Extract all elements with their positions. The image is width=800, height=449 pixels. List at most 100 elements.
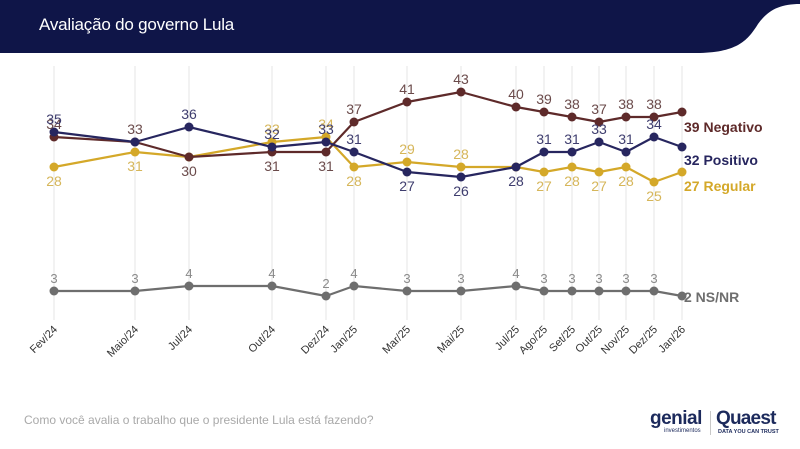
data-label-negativo-dez-25: 38 xyxy=(646,96,662,112)
data-label-negativo-jul-24: 30 xyxy=(181,163,197,179)
data-label-negativo-jul-25: 40 xyxy=(508,86,524,102)
x-tick-label-dez-24: Dez/24 xyxy=(299,324,332,357)
data-label-regular-out-24: 33 xyxy=(264,121,280,137)
data-point-negativo-nov-25 xyxy=(621,112,631,122)
data-point-regular-jan-25 xyxy=(349,162,359,172)
data-label-regular-fev-24: 28 xyxy=(46,173,62,189)
header-background xyxy=(0,0,800,53)
data-label-positivo-fev-24: 35 xyxy=(46,111,62,127)
x-tick-label-mar-25: Mar/25 xyxy=(380,324,413,357)
data-label-ns-nr-out-24: 4 xyxy=(268,266,275,281)
data-point-negativo-dez-25 xyxy=(649,112,659,122)
x-tick-label-ago-25: Ago/25 xyxy=(517,324,550,357)
data-label-positivo-jul-24: 36 xyxy=(181,106,197,122)
series-line-regular xyxy=(53,135,683,184)
x-tick-label-fev-24: Fev/24 xyxy=(28,324,60,356)
data-point-ns-nr-maio-24 xyxy=(130,286,140,296)
data-point-positivo-fev-24 xyxy=(49,127,59,137)
data-point-negativo-set-25 xyxy=(567,112,577,122)
data-point-negativo-jan-25 xyxy=(349,117,359,127)
data-point-regular-nov-25 xyxy=(621,162,631,172)
data-point-ns-nr-out-24 xyxy=(267,281,277,291)
data-label-negativo-set-25: 38 xyxy=(564,96,580,112)
data-point-ns-nr-dez-24 xyxy=(321,291,331,301)
data-point-negativo-mai-25 xyxy=(456,87,466,97)
data-point-positivo-maio-24 xyxy=(130,137,140,147)
partner-logos: genial investimentos Quaest DATA YOU CAN… xyxy=(650,408,790,438)
data-label-ns-nr-out-25: 3 xyxy=(595,271,602,286)
data-label-regular-set-25: 28 xyxy=(564,173,580,189)
data-label-ns-nr-fev-24: 3 xyxy=(50,271,57,286)
data-point-regular-jan-26 xyxy=(677,167,687,177)
data-point-ns-nr-nov-25 xyxy=(621,286,631,296)
data-point-positivo-out-25 xyxy=(594,137,604,147)
data-label-positivo-jul-25: 28 xyxy=(508,173,524,189)
data-label-ns-nr-mar-25: 3 xyxy=(403,271,410,286)
survey-question: Como você avalia o trabalho que o presid… xyxy=(24,413,374,427)
data-point-positivo-set-25 xyxy=(567,147,577,157)
data-label-ns-nr-maio-24: 3 xyxy=(131,271,138,286)
x-tick-label-jan-25: Jan/25 xyxy=(328,324,360,356)
data-point-positivo-dez-24 xyxy=(321,137,331,147)
quaest-logo: Quaest xyxy=(716,408,776,429)
data-point-ns-nr-mai-25 xyxy=(456,286,466,296)
data-point-positivo-jul-25 xyxy=(511,162,521,172)
x-tick-label-dez-25: Dez/25 xyxy=(627,324,660,357)
data-label-regular-ago-25: 27 xyxy=(536,178,552,194)
data-label-negativo-mai-25: 43 xyxy=(453,71,469,87)
data-label-ns-nr-set-25: 3 xyxy=(568,271,575,286)
data-label-positivo-ago-25: 31 xyxy=(536,131,552,147)
x-tick-label-jan-26: Jan/26 xyxy=(656,324,688,356)
data-point-regular-maio-24 xyxy=(130,147,140,157)
data-label-ns-nr-dez-24: 2 xyxy=(322,276,329,291)
data-point-positivo-mar-25 xyxy=(402,167,412,177)
data-point-positivo-jan-26 xyxy=(677,142,687,152)
data-label-ns-nr-dez-25: 3 xyxy=(650,271,657,286)
data-point-regular-dez-25 xyxy=(649,177,659,187)
genial-logo-subtitle: investimentos xyxy=(664,428,701,434)
end-label-negativo: 39 Negativo xyxy=(684,119,763,135)
data-point-ns-nr-jul-25 xyxy=(511,281,521,291)
data-point-negativo-out-25 xyxy=(594,117,604,127)
x-tick-label-maio-24: Maio/24 xyxy=(105,324,141,360)
data-label-positivo-out-24: 32 xyxy=(264,126,280,142)
data-point-ns-nr-jul-24 xyxy=(184,281,194,291)
genial-logo: genial xyxy=(650,408,702,429)
data-label-ns-nr-ago-25: 3 xyxy=(540,271,547,286)
data-label-ns-nr-mai-25: 3 xyxy=(457,271,464,286)
data-point-negativo-ago-25 xyxy=(539,107,549,117)
data-label-regular-dez-24: 34 xyxy=(318,116,334,132)
data-label-negativo-mar-25: 41 xyxy=(399,81,415,97)
data-label-regular-jan-25: 28 xyxy=(346,173,362,189)
data-label-positivo-dez-25: 34 xyxy=(646,116,662,132)
data-point-negativo-jul-24 xyxy=(184,152,194,162)
x-tick-label-mai-25: Mai/25 xyxy=(435,324,467,356)
end-label-regular: 27 Regular xyxy=(684,178,756,194)
data-label-negativo-fev-24: 34 xyxy=(46,116,62,132)
quaest-logo-tagline: DATA YOU CAN TRUST xyxy=(718,429,779,435)
data-point-regular-mar-25 xyxy=(402,157,412,167)
logo-divider xyxy=(710,411,711,435)
data-label-negativo-nov-25: 38 xyxy=(618,96,634,112)
data-point-negativo-jan-26 xyxy=(677,107,687,117)
data-point-positivo-ago-25 xyxy=(539,147,549,157)
data-label-regular-mar-25: 29 xyxy=(399,141,415,157)
data-label-ns-nr-jul-25: 4 xyxy=(512,266,519,281)
x-tick-label-out-24: Out/24 xyxy=(246,324,278,356)
data-label-positivo-out-25: 33 xyxy=(591,121,607,137)
data-point-negativo-dez-24 xyxy=(321,147,331,157)
data-point-positivo-jan-25 xyxy=(349,147,359,157)
series-line-ns-nr xyxy=(54,284,683,298)
data-label-regular-out-25: 27 xyxy=(591,178,607,194)
data-point-ns-nr-out-25 xyxy=(594,286,604,296)
data-label-positivo-nov-25: 31 xyxy=(618,131,634,147)
data-point-ns-nr-jan-25 xyxy=(349,281,359,291)
data-label-positivo-mar-25: 27 xyxy=(399,178,415,194)
data-label-negativo-jan-25: 37 xyxy=(346,101,362,117)
data-label-positivo-jan-25: 31 xyxy=(346,131,362,147)
data-point-ns-nr-set-25 xyxy=(567,286,577,296)
data-label-regular-maio-24: 31 xyxy=(127,158,143,174)
data-point-regular-mai-25 xyxy=(456,162,466,172)
data-label-negativo-out-24: 31 xyxy=(264,158,280,174)
